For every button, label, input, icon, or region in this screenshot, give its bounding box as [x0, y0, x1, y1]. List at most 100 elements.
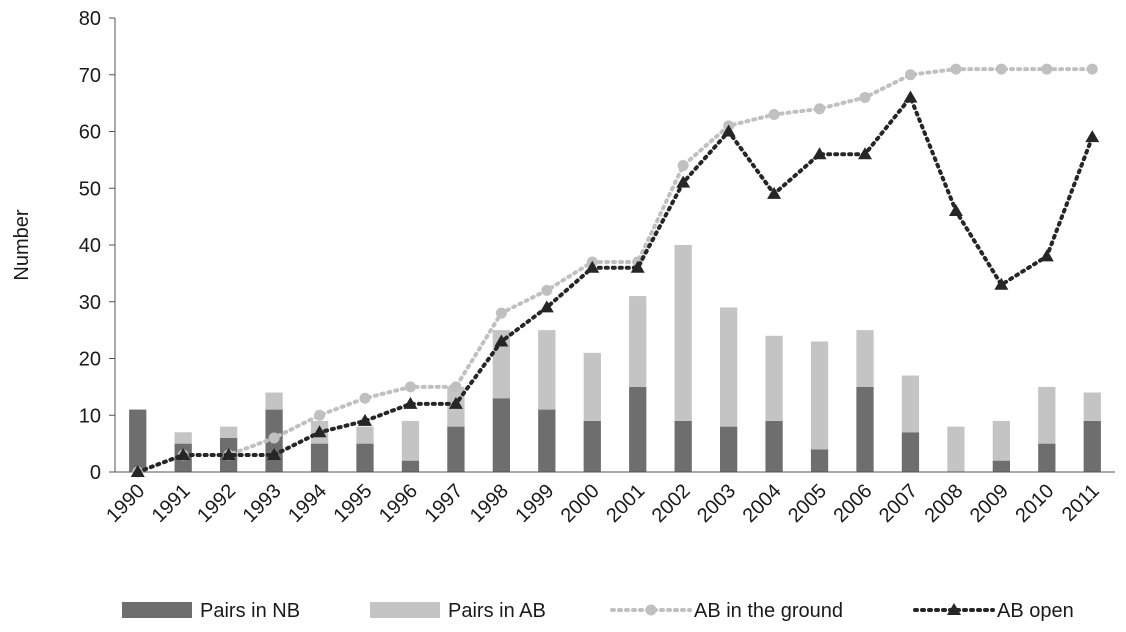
x-tick-label: 2001 [602, 480, 649, 527]
bar [538, 409, 556, 472]
y-tick-label: 30 [79, 292, 101, 314]
bar [810, 449, 829, 472]
line-marker [903, 90, 918, 103]
line-marker [995, 63, 1007, 75]
line-marker [221, 447, 236, 460]
line-marker [539, 300, 554, 313]
legend-swatch [370, 602, 440, 618]
bar [583, 420, 601, 472]
line-marker [676, 175, 691, 188]
bar [538, 330, 556, 410]
line-marker [1041, 63, 1053, 75]
line-marker [404, 381, 416, 393]
line-marker [494, 334, 509, 347]
bar [1083, 420, 1101, 472]
bar [220, 426, 238, 438]
x-tick-label: 1993 [239, 480, 286, 527]
line-marker [403, 396, 418, 409]
bar [765, 420, 783, 472]
bar [1083, 392, 1101, 421]
bar [947, 426, 965, 472]
line-marker [1085, 130, 1100, 143]
line [135, 93, 1095, 474]
x-tick-label: 2011 [1058, 480, 1104, 526]
line-marker [994, 277, 1009, 290]
bar [401, 420, 420, 461]
x-tick-label: 2006 [830, 480, 877, 527]
bar [856, 386, 874, 472]
y-tick-label: 10 [79, 405, 101, 427]
line-marker [767, 186, 782, 199]
y-tick-label: 70 [79, 65, 101, 87]
y-tick-label: 20 [79, 349, 101, 371]
x-tick-label: 1994 [284, 480, 331, 527]
x-tick-label: 1992 [193, 480, 240, 527]
y-tick-label: 50 [79, 178, 101, 200]
x-tick-label: 2000 [557, 480, 604, 527]
legend-swatch [122, 602, 192, 618]
line-marker [950, 63, 962, 75]
bar [674, 420, 692, 472]
x-tick-label: 2003 [693, 480, 740, 527]
line-marker [130, 465, 145, 477]
y-tick-label: 0 [90, 462, 101, 484]
bar [674, 245, 692, 421]
line-marker [630, 260, 645, 273]
bar [265, 392, 283, 410]
bar [583, 352, 601, 421]
line-marker [495, 307, 507, 319]
y-tick-label: 60 [79, 122, 101, 144]
line-marker [268, 432, 280, 444]
bar [629, 296, 647, 387]
bar [629, 386, 647, 472]
x-tick-label: 2009 [966, 480, 1013, 527]
line-marker [541, 284, 553, 296]
bar [720, 426, 738, 472]
bar [310, 443, 329, 472]
line-marker [448, 396, 463, 409]
line-marker [585, 260, 600, 273]
line-marker [1039, 249, 1054, 262]
bar [356, 426, 374, 444]
bar [765, 335, 783, 421]
line-marker [814, 103, 826, 115]
line-marker [312, 425, 327, 438]
legend-marker [645, 604, 657, 616]
bar [129, 409, 147, 472]
bar [992, 420, 1010, 461]
x-tick-label: 2008 [920, 480, 967, 527]
line-marker [176, 447, 191, 460]
line-marker [904, 69, 916, 81]
legend-marker [947, 603, 961, 615]
legend-label: AB in the ground [694, 600, 843, 622]
line-marker [721, 124, 736, 137]
x-tick-label: 1991 [148, 480, 195, 527]
x-tick-label: 1999 [511, 480, 558, 527]
bar [447, 426, 465, 472]
line-marker [677, 160, 689, 172]
line-marker [450, 381, 462, 393]
line-marker [358, 413, 372, 426]
y-axis-label: Number [11, 209, 33, 280]
line-marker [812, 147, 827, 160]
line-marker [948, 203, 963, 216]
y-tick-label: 40 [79, 235, 101, 257]
bar [1038, 443, 1056, 472]
bar [492, 398, 510, 472]
line-marker [768, 108, 780, 120]
x-tick-label: 1995 [330, 480, 377, 527]
bar [401, 460, 420, 472]
x-tick-label: 1990 [102, 480, 149, 527]
x-tick-label: 2004 [739, 480, 786, 527]
line-marker [314, 409, 326, 421]
x-tick-label: 2002 [648, 480, 695, 527]
x-tick-label: 1996 [375, 480, 422, 527]
legend-label: Pairs in NB [200, 600, 300, 622]
bar [901, 375, 920, 433]
x-tick-label: 2005 [784, 480, 831, 527]
y-tick-label: 80 [79, 8, 101, 30]
x-tick-label: 1997 [420, 480, 467, 527]
x-tick-label: 1998 [466, 480, 513, 527]
